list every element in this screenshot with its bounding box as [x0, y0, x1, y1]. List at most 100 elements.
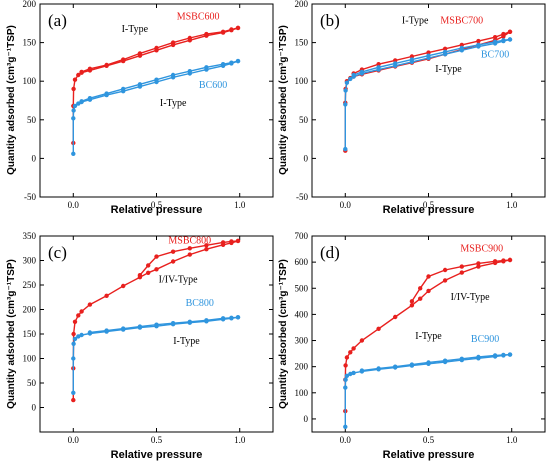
- desorption-point: [154, 254, 159, 259]
- desorption-point: [507, 37, 513, 42]
- y-axis-title: Quantity adsorbed (cm³g⁻¹TSP): [278, 259, 289, 409]
- desorption-point: [501, 352, 506, 358]
- desorption-point: [393, 364, 398, 369]
- desorption-point: [235, 238, 241, 244]
- desorption-point: [442, 358, 448, 363]
- y-tick-label: 500: [295, 283, 309, 293]
- y-tick-label: 200: [295, 0, 309, 9]
- annotation-label: MSBC700: [440, 15, 483, 26]
- x-tick-label: 1.0: [234, 435, 246, 445]
- desorption-point: [376, 366, 381, 371]
- y-tick-label: 150: [23, 38, 37, 48]
- adsorption-point: [442, 278, 448, 283]
- panel-label: (b): [320, 11, 340, 30]
- annotation-label: BC600: [199, 80, 227, 91]
- adsorption-point: [76, 313, 81, 318]
- chart-panel-a: 0.0 0.5 1.0 -50 0 50 100 150 200 Relative pressur…: [6, 0, 274, 216]
- y-tick-label: 100: [23, 354, 37, 364]
- y-tick-label: 600: [295, 257, 309, 267]
- desorption-point: [476, 42, 481, 48]
- x-tick-label: 0.0: [340, 435, 352, 445]
- desorption-point: [204, 65, 209, 70]
- adsorption-point: [79, 332, 84, 338]
- x-tick-label: 0.5: [423, 435, 435, 445]
- desorption-point: [426, 50, 431, 55]
- adsorption-point: [426, 288, 431, 294]
- adsorption-line: [72, 316, 239, 393]
- annotation-label: I-Type: [415, 331, 442, 342]
- desorption-point: [170, 321, 176, 326]
- y-tick-label: 100: [295, 76, 309, 86]
- desorption-point: [187, 69, 192, 74]
- adsorption-point: [71, 390, 76, 395]
- y-tick-label: 200: [23, 0, 37, 9]
- desorption-point: [426, 274, 431, 279]
- desorption-point: [87, 66, 93, 72]
- desorption-point: [235, 58, 241, 64]
- x-tick-label: 0.0: [68, 435, 80, 445]
- adsorption-point: [71, 397, 76, 403]
- desorption-point: [79, 69, 84, 75]
- y-tick-label: 350: [23, 231, 37, 241]
- chart-panel-d: 0.0 0.5 1.0 0 100 200 300 400 500 600 700 Relative …: [278, 231, 546, 461]
- annotation-label: I/IV-Type: [159, 275, 198, 286]
- desorption-point: [459, 42, 464, 48]
- adsorption-point: [121, 283, 126, 289]
- y-axis-title: Quantity adsorbed (cm³g⁻¹TSP): [6, 25, 17, 175]
- adsorption-point: [72, 77, 78, 82]
- desorption-point: [418, 286, 423, 291]
- desorption-point: [492, 353, 498, 358]
- desorption-point: [376, 65, 381, 70]
- desorption-point: [476, 354, 481, 360]
- panel-label: (d): [320, 243, 340, 262]
- desorption-point: [229, 315, 234, 320]
- desorption-point: [104, 62, 109, 68]
- desorption-point: [204, 318, 209, 323]
- desorption-point: [229, 60, 234, 65]
- adsorption-point: [348, 371, 353, 377]
- desorption-point: [187, 246, 192, 251]
- x-tick-label: 1.0: [506, 435, 518, 445]
- y-tick-label: 200: [23, 305, 37, 315]
- desorption-point: [492, 35, 498, 40]
- series-msbc900: [343, 257, 513, 414]
- adsorption-point: [71, 341, 76, 346]
- desorption-point: [442, 267, 448, 273]
- y-tick-label: 400: [295, 309, 309, 319]
- adsorption-point: [418, 296, 423, 301]
- adsorption-point: [72, 319, 78, 324]
- adsorption-point: [344, 80, 350, 85]
- y-tick-label: 50: [27, 115, 37, 125]
- x-axis-title: Relative pressure: [111, 449, 203, 461]
- adsorption-point: [187, 252, 192, 257]
- desorption-point: [187, 35, 192, 41]
- adsorption-point: [71, 356, 76, 361]
- desorption-point: [235, 315, 241, 320]
- chart-panel-b: 0.0 0.5 1.0 -50 0 50 100 150 200 Relative pressur…: [278, 0, 546, 216]
- adsorption-point: [343, 377, 348, 382]
- series-bc900: [343, 352, 513, 429]
- desorption-point: [154, 322, 159, 327]
- desorption-point: [409, 299, 415, 304]
- desorption-point: [121, 57, 126, 62]
- annotation-label: I-Type: [173, 336, 200, 347]
- desorption-point: [351, 72, 356, 78]
- adsorption-point: [87, 302, 93, 307]
- adsorption-point: [76, 334, 81, 339]
- desorption-point: [121, 326, 126, 331]
- x-axis-title: Relative pressure: [383, 204, 475, 216]
- y-tick-label: 100: [23, 76, 37, 86]
- adsorption-point: [104, 293, 109, 298]
- annotation-label: BC800: [186, 298, 214, 309]
- y-tick-label: 150: [295, 38, 309, 48]
- desorption-point: [476, 38, 481, 44]
- y-tick-label: 100: [295, 388, 309, 398]
- adsorption-point: [348, 76, 353, 82]
- adsorption-point: [344, 373, 350, 378]
- y-tick-label: 300: [23, 256, 37, 266]
- adsorption-point: [351, 346, 356, 351]
- adsorption-point: [146, 270, 151, 275]
- desorption-point: [79, 99, 84, 104]
- adsorption-point: [393, 314, 398, 320]
- desorption-point: [501, 258, 506, 263]
